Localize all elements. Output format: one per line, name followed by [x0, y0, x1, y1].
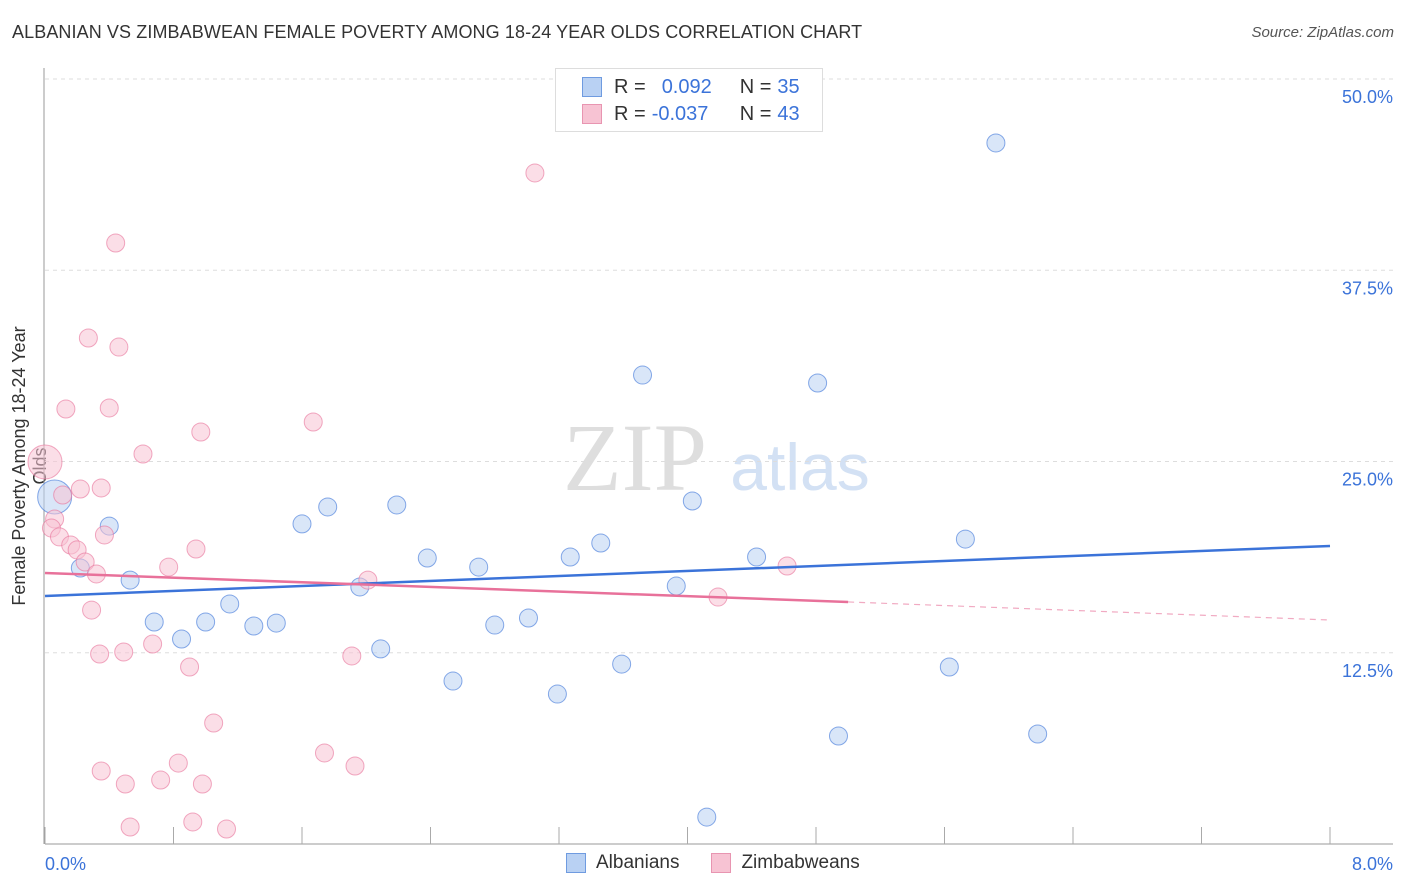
zimbabweans-trend-line — [44, 571, 849, 604]
n-label: N = — [739, 75, 772, 98]
albanian-point — [266, 613, 286, 633]
zimbabwean-point — [56, 399, 76, 419]
albanian-point — [518, 608, 538, 628]
source-label: Source: ZipAtlas.com — [1251, 24, 1394, 41]
zimbabwean-point — [133, 444, 153, 464]
y-tick-label: 25.0% — [1342, 470, 1393, 490]
albanian-point — [697, 807, 717, 827]
zimbabwean-point — [53, 485, 73, 505]
legend-albanians: Albanians — [596, 852, 680, 873]
albanian-point — [633, 365, 653, 385]
zimbabwean-point — [106, 233, 126, 253]
albanian-point — [172, 629, 192, 649]
albanian-point — [318, 497, 338, 517]
zimbabwean-point — [91, 478, 111, 498]
legend-zimbabweans: Zimbabweans — [741, 852, 860, 873]
zimbabwean-point — [78, 328, 98, 348]
zimbabwean-point — [204, 713, 224, 733]
zimbabwean-point — [109, 337, 129, 357]
albanian-point — [144, 612, 164, 632]
albanian-point — [612, 654, 632, 674]
zimbabwean-point — [91, 761, 111, 781]
albanian-point — [292, 514, 312, 534]
r-value: 0.092 — [661, 75, 712, 98]
x-tick-label: 8.0% — [1352, 854, 1393, 874]
zimbabwean-point — [168, 753, 188, 773]
zimbabwean-point — [345, 756, 365, 776]
albanians-trend-line — [44, 544, 1331, 598]
albanian-point — [387, 495, 407, 515]
albanian-point — [443, 671, 463, 691]
x-tick-label: 0.0% — [45, 854, 86, 874]
zimbabwean-point — [94, 525, 114, 545]
zimbabweans-swatch — [711, 853, 732, 873]
r-label: R = — [614, 75, 646, 98]
albanian-point — [120, 570, 140, 590]
albanian-point — [808, 373, 828, 393]
zimbabwean-point — [159, 557, 179, 577]
r-value: -0.037 — [651, 102, 709, 125]
stats-legend: R = 0.092 N = 35 R = -0.037 N = 43 — [555, 68, 823, 132]
n-value: 35 — [777, 75, 800, 98]
zimbabwean-point — [143, 634, 163, 654]
zimbabweans-trend-line-extension — [848, 601, 1331, 621]
albanian-point — [417, 548, 437, 568]
zimbabwean-point — [151, 770, 171, 790]
legend-row-zimbabweans: R = -0.037 N = 43 — [582, 102, 800, 126]
albanian-point — [682, 491, 702, 511]
zimbabwean-point — [70, 479, 90, 499]
chart-title: ALBANIAN VS ZIMBABWEAN FEMALE POVERTY AM… — [12, 22, 863, 42]
albanian-point — [828, 726, 848, 746]
albanian-point — [469, 557, 489, 577]
albanian-point — [955, 529, 975, 549]
albanian-point — [244, 616, 264, 636]
albanian-point — [1028, 724, 1048, 744]
albanian-point — [986, 133, 1006, 153]
albanian-point — [220, 594, 240, 614]
n-label: N = — [739, 102, 772, 125]
zimbabwean-point — [115, 774, 135, 794]
albanian-point — [747, 547, 767, 567]
zimbabwean-point — [82, 600, 102, 620]
albanian-point — [591, 533, 611, 553]
zimbabweans-swatch — [582, 104, 602, 124]
zimbabwean-point — [120, 817, 140, 837]
zimbabwean-point — [180, 657, 200, 677]
y-tick-label: 37.5% — [1342, 278, 1393, 298]
albanian-point — [666, 576, 686, 596]
albanian-point — [196, 612, 216, 632]
zimbabwean-point — [525, 163, 545, 183]
series-legend: Albanians Zimbabweans — [566, 852, 860, 874]
zimbabwean-point — [27, 444, 63, 480]
n-value: 43 — [777, 102, 800, 125]
zimbabwean-point — [186, 539, 206, 559]
albanian-point — [939, 657, 959, 677]
y-tick-label: 50.0% — [1342, 87, 1393, 107]
legend-row-albanians: R = 0.092 N = 35 — [582, 75, 800, 99]
albanian-point — [560, 547, 580, 567]
albanian-point — [371, 639, 391, 659]
watermark-atlas: atlas — [730, 430, 869, 504]
watermark-zip: ZIP — [563, 404, 707, 511]
zimbabwean-point — [314, 743, 334, 763]
zimbabwean-point — [342, 646, 362, 666]
zimbabwean-point — [183, 812, 203, 832]
zimbabwean-point — [99, 398, 119, 418]
albanians-swatch — [582, 77, 602, 97]
r-label: R = — [614, 102, 646, 125]
zimbabwean-point — [192, 774, 212, 794]
zimbabwean-point — [217, 819, 237, 839]
zimbabwean-point — [358, 570, 378, 590]
zimbabwean-point — [191, 422, 211, 442]
zimbabwean-point — [90, 644, 110, 664]
zimbabwean-point — [303, 412, 323, 432]
y-tick-label: 12.5% — [1342, 661, 1393, 681]
zimbabwean-point — [75, 552, 95, 572]
albanian-point — [547, 684, 567, 704]
zimbabwean-point — [114, 642, 134, 662]
albanian-point — [485, 615, 505, 635]
albanians-swatch — [566, 853, 586, 873]
